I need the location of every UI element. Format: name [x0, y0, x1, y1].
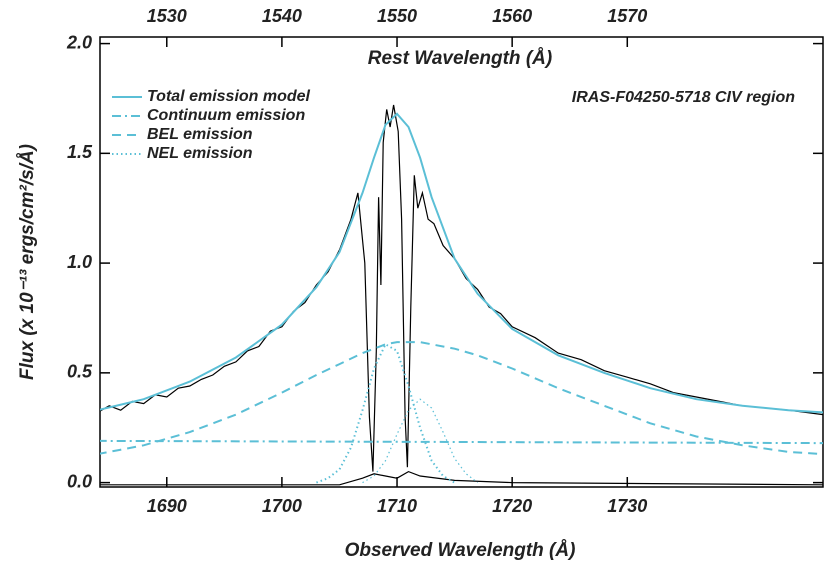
top-axis-label: Rest Wavelength (Å) — [368, 48, 552, 69]
top-tick-label: 1530 — [147, 6, 187, 26]
series-line — [100, 112, 823, 414]
x-tick-label: 1690 — [147, 496, 187, 516]
y-tick-label: 0.0 — [67, 471, 92, 491]
x-axis-label: Observed Wavelength (Å) — [345, 540, 576, 561]
series-line — [100, 341, 823, 456]
series-line — [362, 398, 478, 484]
y-tick-label: 1.5 — [67, 142, 93, 162]
y-tick-label: 2.0 — [66, 32, 92, 52]
x-tick-label: 1730 — [607, 496, 647, 516]
x-tick-label: 1720 — [492, 496, 532, 516]
top-tick-label: 1550 — [377, 6, 417, 26]
y-axis-label: Flux (x 10⁻¹³ ergs/cm²/s/Å) — [17, 144, 38, 380]
top-tick-label: 1560 — [492, 6, 532, 26]
series-line — [316, 342, 456, 484]
plot-frame — [99, 36, 824, 488]
x-tick-label: 1700 — [262, 496, 302, 516]
y-tick-label: 0.5 — [67, 362, 93, 382]
legend-label: Total emission model — [147, 88, 311, 105]
series-line — [100, 439, 823, 445]
legend-label: NEL emission — [147, 145, 253, 162]
x-tick-label: 1710 — [377, 496, 417, 516]
series-line — [100, 470, 823, 486]
series-line — [100, 104, 823, 472]
top-tick-label: 1570 — [607, 6, 647, 26]
annotation: IRAS-F04250-5718 CIV region — [572, 89, 795, 106]
y-tick-label: 1.0 — [67, 252, 92, 272]
legend-label: Continuum emission — [147, 107, 305, 124]
top-tick-label: 1540 — [262, 6, 302, 26]
legend-label: BEL emission — [147, 126, 253, 143]
